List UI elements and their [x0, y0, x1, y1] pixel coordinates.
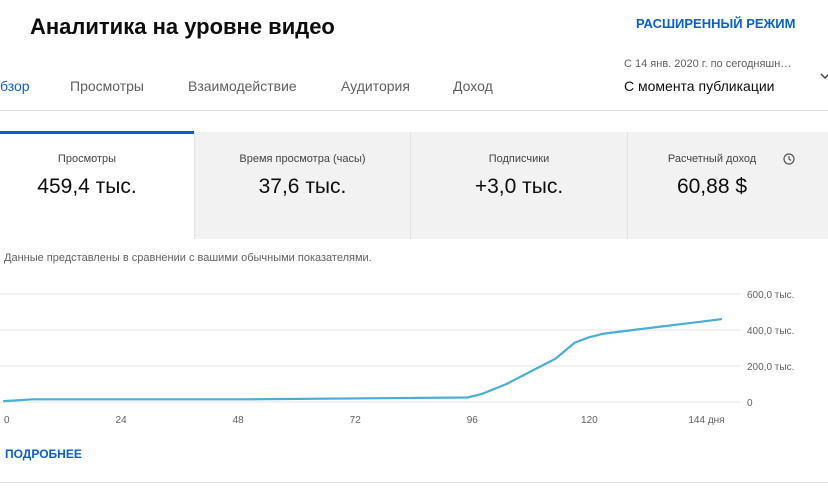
page-title: Аналитика на уровне видео: [30, 14, 335, 39]
x-tick-label: 120: [581, 415, 598, 426]
metric-card-views[interactable]: Просмотры 459,4 тыс.: [0, 132, 194, 239]
clock-icon[interactable]: [783, 153, 795, 165]
x-tick-label: 0: [4, 415, 10, 426]
active-tab-indicator: [0, 131, 194, 134]
chevron-down-icon[interactable]: [820, 72, 828, 80]
x-tick-label: 144 дня: [688, 415, 724, 426]
date-range-subtitle: С 14 янв. 2020 г. по сегодняшн…: [624, 58, 792, 70]
y-tick-label: 200,0 тыс.: [747, 362, 794, 373]
y-tick-label: 600,0 тыс.: [747, 290, 794, 301]
views-line-chart: 0 200,0 тыс. 400,0 тыс. 600,0 тыс. 0 24 48 72 96…: [0, 290, 794, 426]
comparison-note: Данные представлены в сравнении с вашими…: [4, 252, 372, 264]
series-line: [2, 318, 723, 403]
x-tick-label: 24: [116, 415, 128, 426]
tab-engagement[interactable]: Взаимодействие: [188, 78, 297, 94]
metric-label: Подписчики: [488, 153, 550, 165]
x-tick-label: 48: [233, 415, 245, 426]
tab-audience[interactable]: Аудитория: [341, 78, 410, 94]
metric-value: 60,88 $: [676, 175, 748, 198]
footer-divider: [0, 482, 828, 483]
metric-label: Просмотры: [57, 153, 117, 165]
header-divider: [0, 110, 828, 111]
metric-card-subscribers[interactable]: Подписчики +3,0 тыс.: [410, 132, 627, 239]
metric-value: 459,4 тыс.: [37, 175, 137, 198]
metric-value: +3,0 тыс.: [474, 175, 564, 198]
tab-views[interactable]: Просмотры: [70, 78, 144, 94]
metric-card-watch-time[interactable]: Время просмотра (часы) 37,6 тыс.: [194, 132, 410, 239]
y-tick-label: 400,0 тыс.: [747, 326, 794, 337]
metric-label: Расчетный доход: [667, 153, 757, 165]
metric-value: 37,6 тыс.: [258, 175, 347, 198]
tab-overview[interactable]: бзор: [0, 78, 30, 94]
metric-cards: Просмотры 459,4 тыс. Время просмотра (ча…: [0, 132, 828, 239]
advanced-mode-button[interactable]: РАСШИРЕННЫЙ РЕЖИМ: [636, 16, 796, 31]
date-range-select[interactable]: С момента публикации: [624, 78, 775, 94]
metric-card-revenue[interactable]: Расчетный доход 60,88 $: [627, 132, 828, 239]
tab-revenue[interactable]: Доход: [453, 78, 493, 94]
see-more-link[interactable]: ПОДРОБНЕЕ: [5, 447, 82, 461]
y-tick-label: 0: [747, 398, 753, 409]
metric-label: Время просмотра (часы): [239, 153, 366, 165]
x-tick-label: 96: [467, 415, 479, 426]
x-tick-label: 72: [350, 415, 362, 426]
